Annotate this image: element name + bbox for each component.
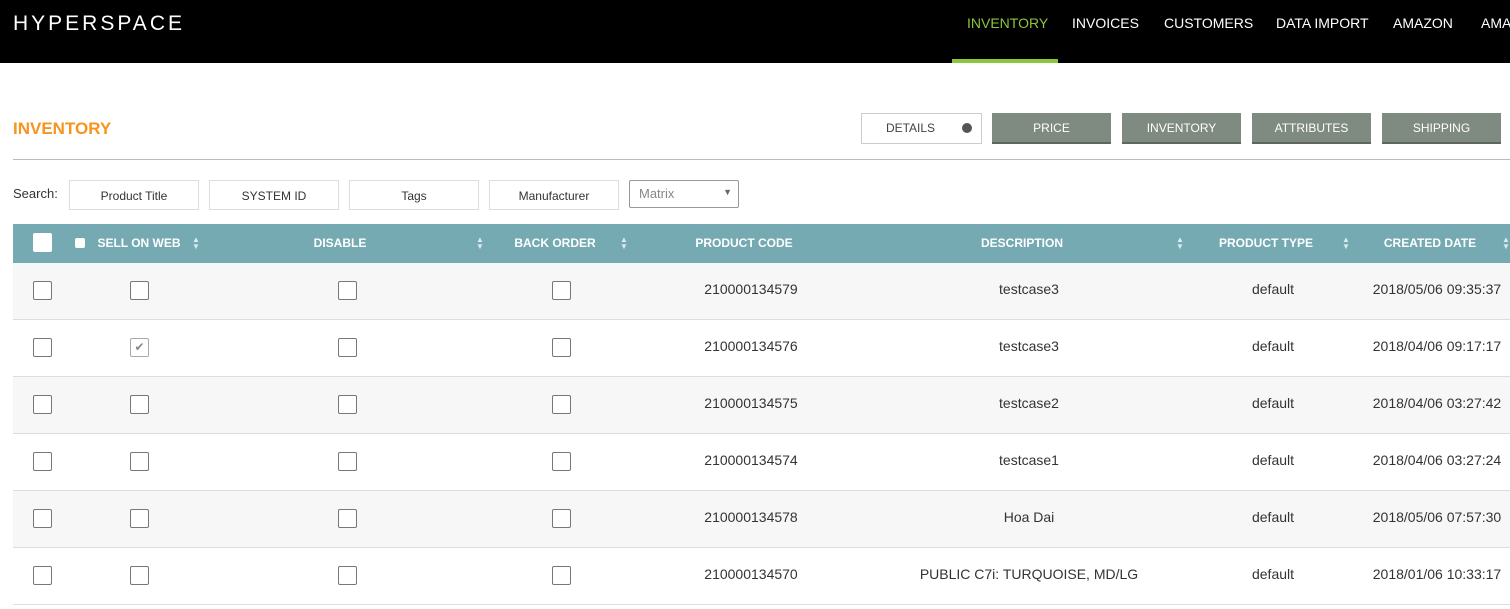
row-checkbox[interactable]: [33, 338, 52, 357]
disable-checkbox[interactable]: [338, 509, 357, 528]
sort-icon[interactable]: ▲ ▼: [620, 235, 628, 251]
product-code: 210000134579: [704, 281, 798, 297]
sell-on-web-checkbox[interactable]: [130, 509, 149, 528]
disable-checkbox[interactable]: [338, 395, 357, 414]
created-date: 2018/04/06 03:27:24: [1372, 452, 1502, 468]
sort-icon[interactable]: ▲ ▼: [1342, 235, 1350, 251]
nav-item[interactable]: DATA IMPORT: [1276, 15, 1369, 31]
product-type: default: [1251, 566, 1295, 582]
table-row: [13, 434, 1510, 491]
table-row: [13, 320, 1510, 377]
description: PUBLIC C7i: TURQUOISE, MD/LG: [919, 566, 1139, 582]
product-code: 210000134570: [704, 566, 798, 582]
divider: [13, 159, 1510, 160]
page-title: INVENTORY: [13, 119, 112, 138]
nav-item[interactable]: INVOICES: [1072, 15, 1139, 31]
active-indicator: [952, 59, 1058, 63]
product-code: 210000134576: [704, 338, 798, 354]
product-code: 210000134574: [704, 452, 798, 468]
row-checkbox[interactable]: [33, 452, 52, 471]
table-row: [13, 491, 1510, 548]
row-checkbox[interactable]: [33, 509, 52, 528]
search-input[interactable]: Manufacturer: [489, 180, 619, 210]
column-header[interactable]: DESCRIPTION: [980, 236, 1064, 250]
row-checkbox[interactable]: [33, 395, 52, 414]
status-dot: [962, 123, 972, 133]
product-type: default: [1251, 509, 1295, 525]
product-code: 210000134578: [704, 509, 798, 525]
back-order-checkbox[interactable]: [552, 452, 571, 471]
sort-icon[interactable]: ▲ ▼: [192, 235, 200, 251]
tab-button[interactable]: DETAILS: [861, 113, 982, 144]
description: testcase1: [999, 452, 1059, 468]
sell-on-web-checkbox[interactable]: [130, 281, 149, 300]
created-date: 2018/05/06 09:35:37: [1372, 281, 1502, 297]
sell-on-web-checkbox[interactable]: [130, 452, 149, 471]
sort-icon[interactable]: ▲ ▼: [476, 235, 484, 251]
tab-button[interactable]: SHIPPING: [1382, 113, 1501, 144]
product-type: default: [1251, 281, 1295, 297]
back-order-checkbox[interactable]: [552, 281, 571, 300]
sell-on-web-checkbox[interactable]: [130, 566, 149, 585]
back-order-checkbox[interactable]: [552, 395, 571, 414]
top-bar: HYPERSPACE INVENTORY INVOICES CUSTOMERS DAT…: [0, 0, 1510, 63]
search-input[interactable]: Product Title: [69, 180, 199, 210]
tab-button[interactable]: PRICE: [992, 113, 1111, 144]
header-checkbox[interactable]: [75, 238, 85, 248]
select[interactable]: Matrix ▼: [629, 180, 739, 208]
table-row: [13, 263, 1510, 320]
column-header[interactable]: SELL ON WEB: [97, 236, 181, 250]
select-all-checkbox[interactable]: [33, 233, 52, 252]
search-label: Search:: [13, 186, 58, 201]
product-type: default: [1251, 452, 1295, 468]
created-date: 2018/05/06 07:57:30: [1372, 509, 1502, 525]
created-date: 2018/04/06 09:17:17: [1372, 338, 1502, 354]
description: testcase2: [999, 395, 1059, 411]
column-header[interactable]: DISABLE: [313, 236, 367, 250]
description: Hoa Dai: [1003, 509, 1055, 525]
disable-checkbox[interactable]: [338, 566, 357, 585]
description: testcase3: [999, 338, 1059, 354]
table-header: [13, 224, 1510, 263]
search-input[interactable]: SYSTEM ID: [209, 180, 339, 210]
created-date: 2018/01/06 10:33:17: [1372, 566, 1502, 582]
back-order-checkbox[interactable]: [552, 509, 571, 528]
tab-button[interactable]: ATTRIBUTES: [1252, 113, 1371, 144]
tab-button[interactable]: INVENTORY: [1122, 113, 1241, 144]
select-value: Matrix: [639, 186, 675, 201]
caret: ▼: [723, 187, 732, 197]
nav-item[interactable]: INVENTORY: [967, 15, 1049, 31]
back-order-checkbox[interactable]: [552, 566, 571, 585]
sort-icon[interactable]: ▲ ▼: [1502, 235, 1510, 251]
product-type: default: [1251, 338, 1295, 354]
table-row: [13, 377, 1510, 434]
disable-checkbox[interactable]: [338, 281, 357, 300]
nav-item[interactable]: AMA: [1481, 15, 1510, 31]
search-input[interactable]: Tags: [349, 180, 479, 210]
sell-on-web-checkbox[interactable]: [130, 395, 149, 414]
nav-item[interactable]: AMAZON: [1393, 15, 1453, 31]
row-checkbox[interactable]: [33, 281, 52, 300]
sort-icon[interactable]: ▲ ▼: [1176, 235, 1184, 251]
row-checkbox[interactable]: [33, 566, 52, 585]
product-code: 210000134575: [704, 395, 798, 411]
table-row: [13, 548, 1510, 605]
column-header[interactable]: BACK ORDER: [514, 236, 596, 250]
disable-checkbox[interactable]: [338, 452, 357, 471]
back-order-checkbox[interactable]: [552, 338, 571, 357]
column-header[interactable]: PRODUCT TYPE: [1218, 236, 1314, 250]
description: testcase3: [999, 281, 1059, 297]
created-date: 2018/04/06 03:27:42: [1372, 395, 1502, 411]
column-header[interactable]: CREATED DATE: [1383, 236, 1477, 250]
column-header[interactable]: PRODUCT CODE: [695, 236, 793, 250]
disable-checkbox[interactable]: [338, 338, 357, 357]
product-type: default: [1251, 395, 1295, 411]
sell-on-web-checkbox[interactable]: ✔: [130, 338, 149, 357]
nav-item[interactable]: CUSTOMERS: [1164, 15, 1254, 31]
logo[interactable]: HYPERSPACE: [13, 12, 185, 35]
